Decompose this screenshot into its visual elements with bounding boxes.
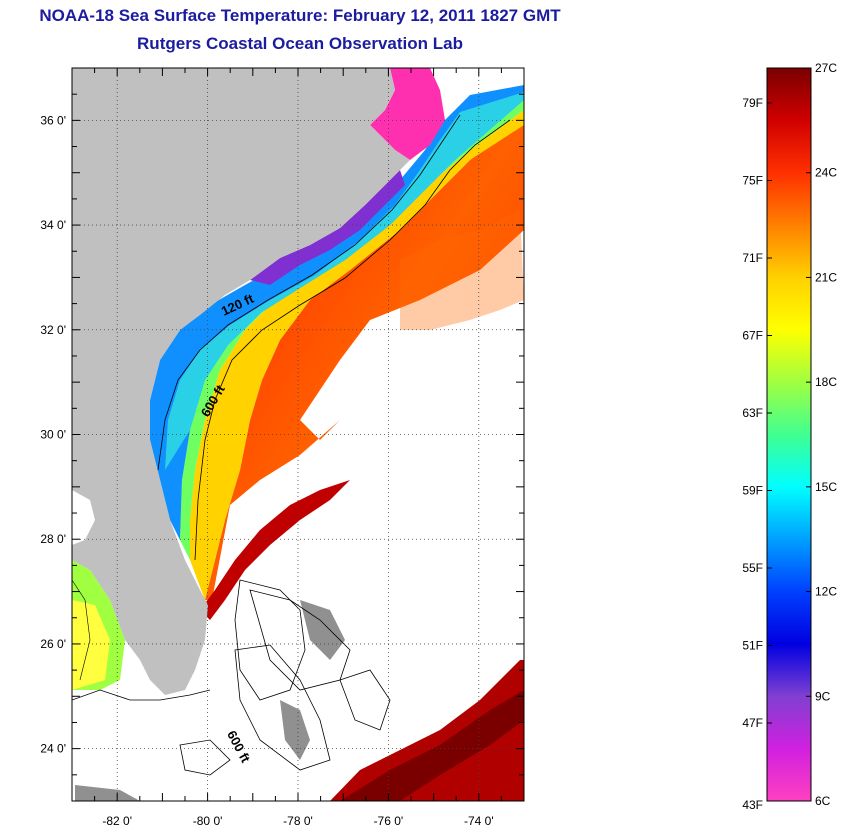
colorbar-fahrenheit-label: 51F [742, 639, 763, 653]
lon-tick-label: -80 0' [193, 814, 223, 828]
axis-ticks: -82 0' -80 0' -78 0' -76 0' -74 0' 36 0' 34 0'… [40, 67, 525, 828]
colorbar-celsius-label: 12C [815, 585, 837, 599]
colorbar-fahrenheit-label: 67F [742, 329, 763, 343]
colorbar-celsius-label: 18C [815, 375, 837, 389]
warm-water-patches [400, 210, 524, 330]
colorbar-celsius-label: 27C [815, 61, 837, 75]
lon-tick-label: -82 0' [102, 814, 132, 828]
coastal-water-cyan [165, 92, 524, 470]
colorbar-fahrenheit-label: 79F [742, 96, 763, 110]
caribbean-warm-water [330, 660, 524, 801]
map-title: NOAA-18 Sea Surface Temperature: Februar… [39, 6, 561, 25]
colorbar-fahrenheit-label: 43F [742, 798, 763, 812]
map-imagery [72, 68, 524, 801]
gulf-stream-warm-water [205, 120, 524, 600]
colorbar-fahrenheit-label: 63F [742, 406, 763, 420]
colorbar-fahrenheit-label: 71F [742, 251, 763, 265]
nearshore-water-purple [250, 170, 405, 285]
colorbar-celsius-label: 15C [815, 480, 837, 494]
lat-tick-label: 36 0' [40, 113, 66, 127]
lat-tick-label: 28 0' [40, 532, 66, 546]
shelf-water-yellow [190, 110, 524, 600]
colorbar [766, 67, 812, 802]
colorbar-fahrenheit-label: 59F [742, 484, 763, 498]
colorbar-celsius-label: 6C [815, 794, 831, 808]
colorbar-fahrenheit-label: 47F [742, 716, 763, 730]
colorbar-celsius-label: 9C [815, 689, 831, 703]
contour-120ft [157, 114, 461, 471]
lat-tick-label: 32 0' [40, 323, 66, 337]
florida-straits-warm [200, 480, 350, 620]
map-subtitle: Rutgers Coastal Ocean Observation Lab [137, 34, 463, 53]
contour-600ft [194, 119, 511, 561]
map-grid [72, 68, 524, 801]
land-bahamas [300, 600, 345, 660]
lon-tick-label: -76 0' [374, 814, 404, 828]
lat-tick-label: 30 0' [40, 428, 66, 442]
colorbar-celsius-label: 24C [815, 166, 837, 180]
lon-tick-label: -78 0' [283, 814, 313, 828]
lat-tick-label: 24 0' [40, 742, 66, 756]
lat-tick-label: 26 0' [40, 637, 66, 651]
colorbar-fahrenheit-label: 75F [742, 174, 763, 188]
colorbar-fahrenheit-label: 55F [742, 561, 763, 575]
lon-tick-label: -74 0' [464, 814, 494, 828]
colorbar-labels: 79F 75F 71F 67F 63F 59F 55F 51F 47F 43F 27C 24C 21C 1… [742, 61, 837, 812]
colorbar-celsius-label: 21C [815, 270, 837, 284]
lat-tick-label: 34 0' [40, 218, 66, 232]
